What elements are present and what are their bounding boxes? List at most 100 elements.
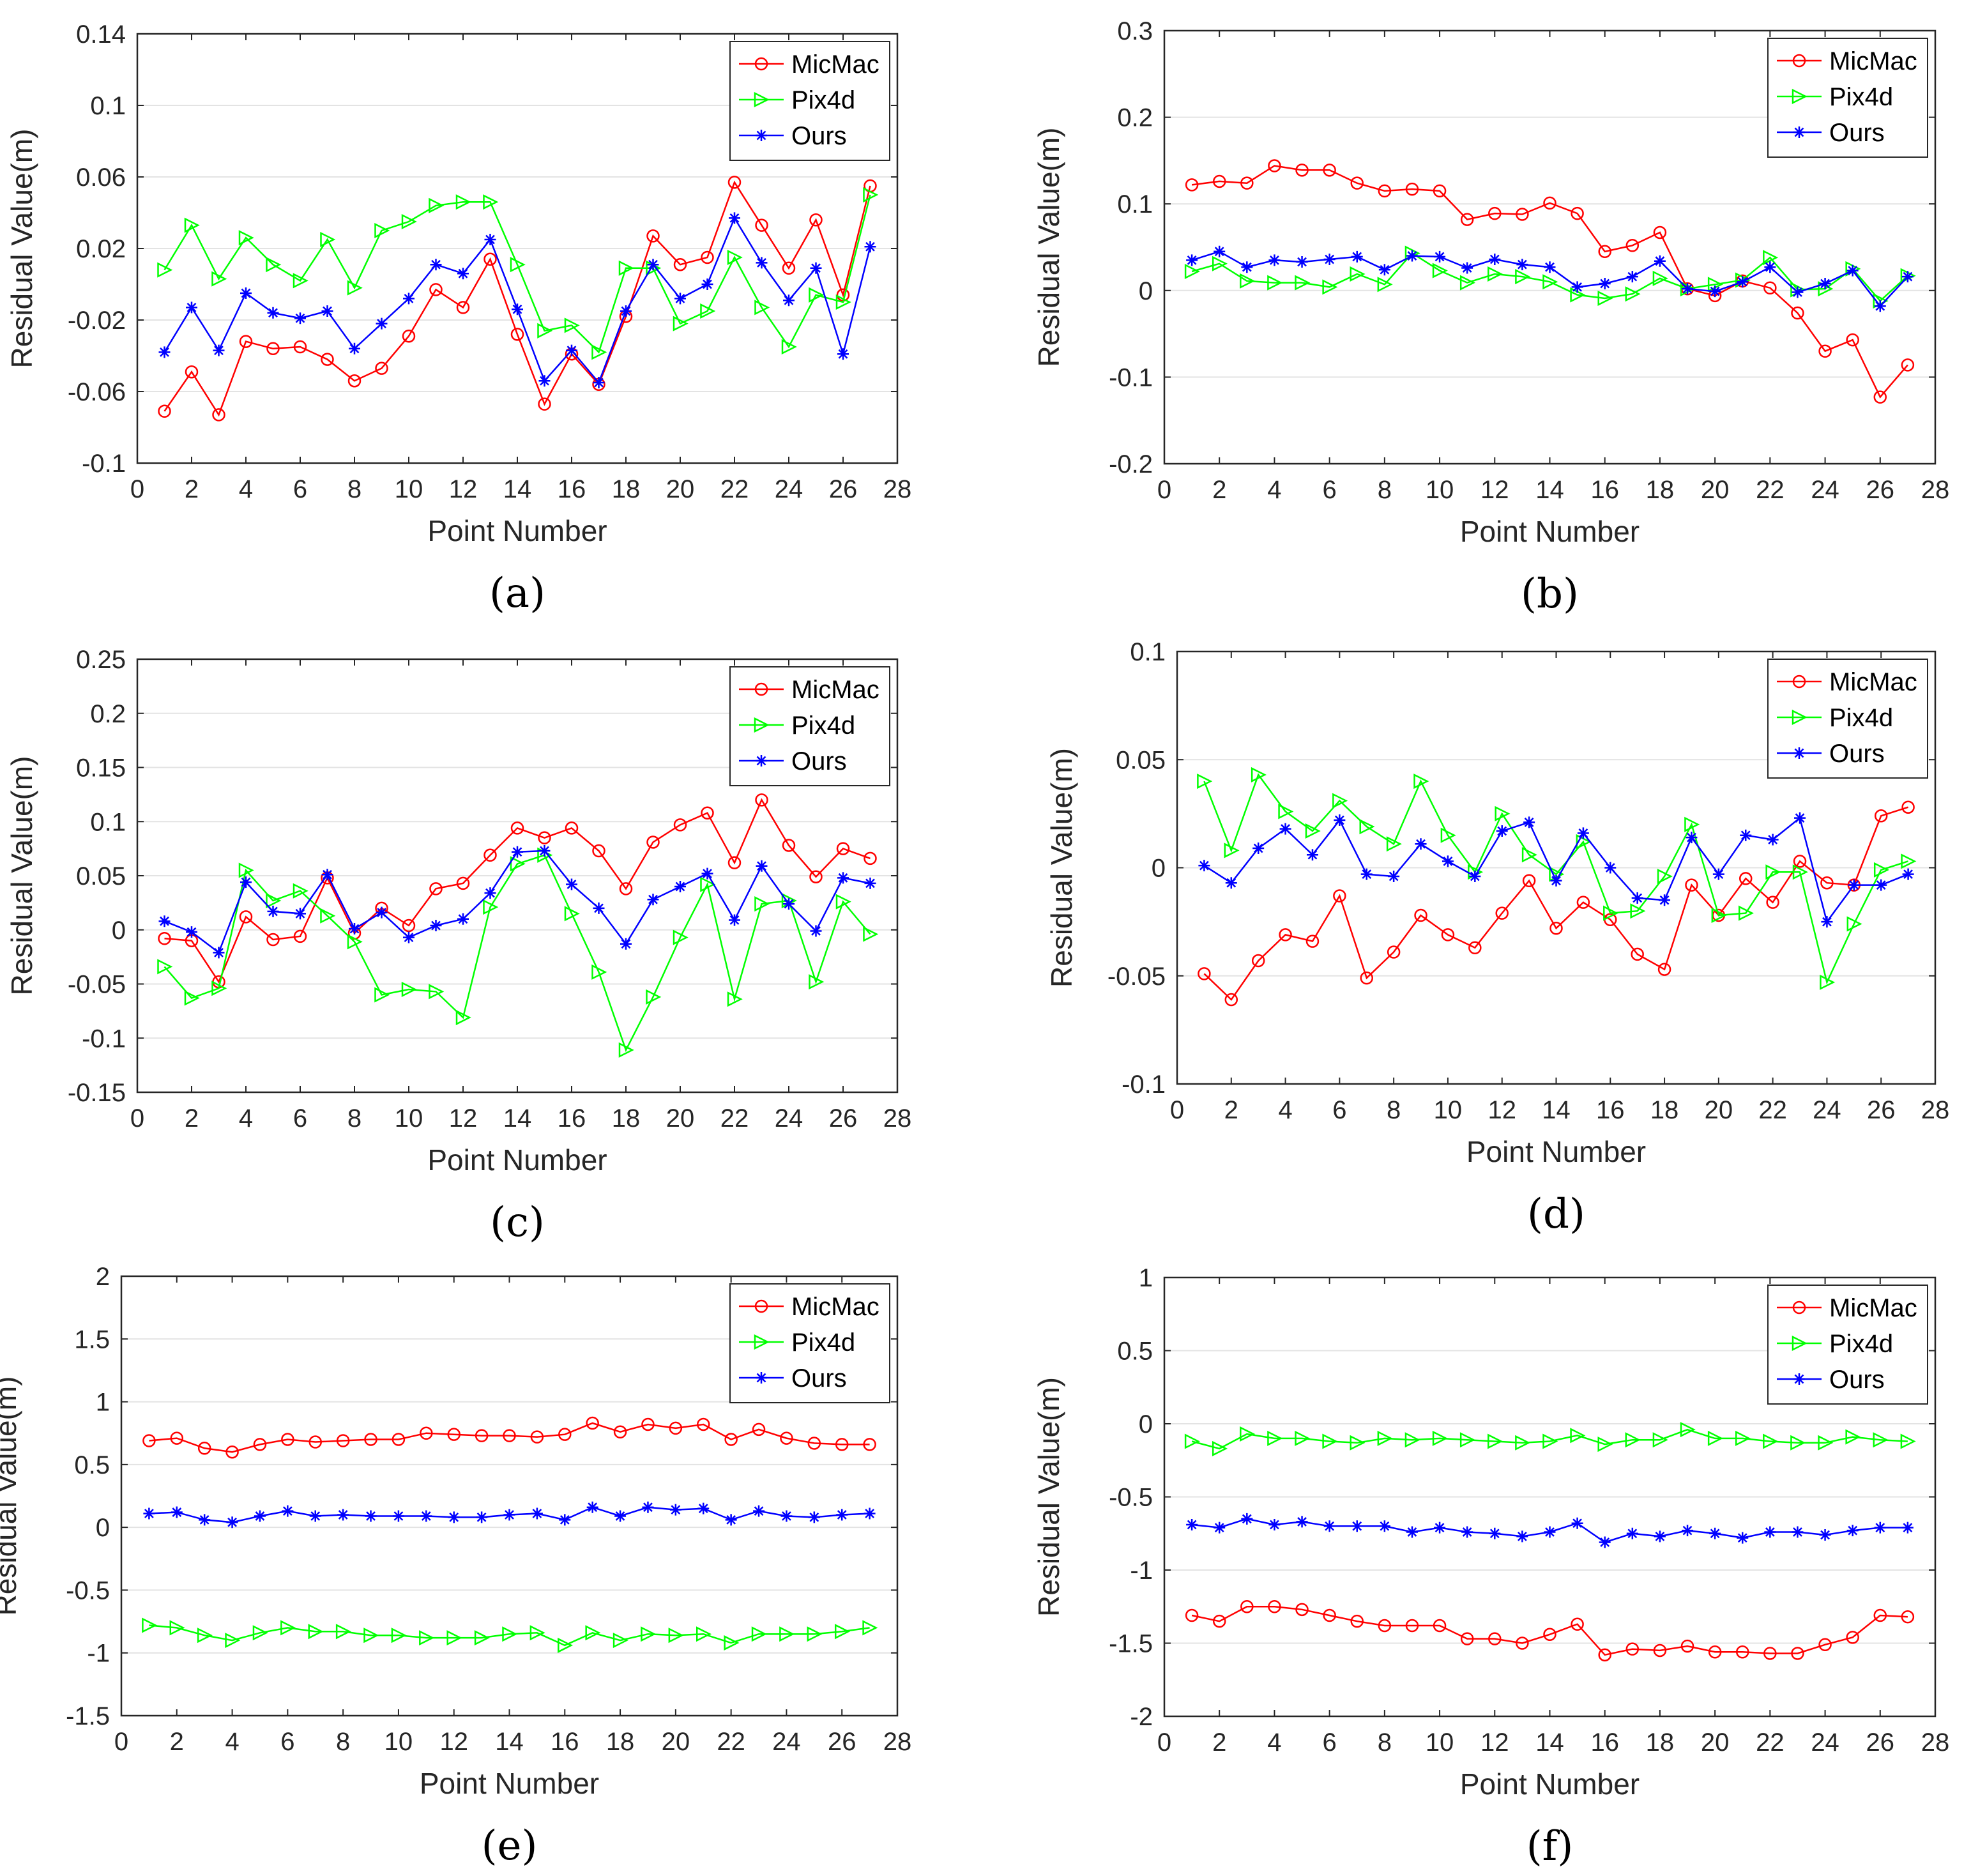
data-point [308, 1435, 322, 1449]
data-point [335, 1624, 351, 1640]
data-point [365, 1510, 377, 1522]
x-tick-label: 0 [1170, 1096, 1184, 1124]
data-point [184, 217, 200, 233]
data-point [755, 793, 768, 807]
legend-label: Ours [1829, 119, 1885, 147]
data-point [239, 910, 253, 924]
data-point [1240, 1600, 1254, 1613]
series-pix4d [157, 847, 879, 1058]
legend-box [729, 41, 890, 161]
x-tick-label: 12 [1480, 1728, 1509, 1757]
data-point [447, 1428, 460, 1441]
x-tick-label: 0 [130, 475, 144, 503]
legend-marker [754, 91, 770, 108]
data-point [1544, 1526, 1556, 1538]
y-tick-label: -0.1 [1122, 1071, 1166, 1099]
x-tick-label: 10 [1426, 1728, 1454, 1757]
legend: MicMac Pix4d Ours [729, 1283, 890, 1403]
data-point [1901, 1521, 1914, 1534]
data-point [1846, 264, 1859, 277]
data-point [1296, 1516, 1308, 1528]
data-point [1440, 827, 1456, 843]
data-point [240, 876, 252, 888]
x-tick-label: 20 [1701, 476, 1730, 504]
data-point [1543, 1628, 1556, 1642]
y-tick-label: 0.1 [90, 92, 126, 120]
legend-marker [754, 1334, 770, 1350]
data-point [1332, 793, 1348, 809]
data-point [1515, 269, 1531, 285]
data-point [591, 344, 607, 360]
data-point [430, 919, 442, 931]
data-point [391, 1628, 407, 1643]
data-point [510, 328, 524, 341]
legend-label: MicMac [791, 1293, 879, 1321]
x-axis-label: Point Number [1466, 1135, 1646, 1168]
data-point [374, 222, 390, 239]
data-point [1295, 164, 1309, 177]
y-tick-label: 0.5 [1117, 1338, 1153, 1366]
data-point [1737, 276, 1749, 288]
data-point [1351, 250, 1363, 263]
data-point [538, 845, 551, 857]
y-tick-label: -0.5 [1109, 1484, 1153, 1512]
x-tick-label: 4 [1278, 1096, 1292, 1124]
data-point [158, 346, 171, 358]
data-point [1432, 1430, 1448, 1446]
data-point [1333, 889, 1346, 903]
data-point [1378, 184, 1392, 198]
panel-label: (b) [1521, 570, 1579, 618]
data-point [1846, 916, 1862, 932]
data-point [1657, 963, 1671, 976]
data-point [483, 194, 499, 210]
x-tick-label: 18 [612, 475, 641, 503]
y-tick-label: 0.15 [76, 754, 126, 782]
data-point [158, 932, 171, 945]
data-point [1388, 871, 1400, 883]
x-tick-label: 8 [347, 475, 361, 503]
x-tick-label: 0 [1157, 1728, 1171, 1757]
data-point [753, 1505, 765, 1517]
data-point [1405, 1619, 1419, 1633]
data-point [1901, 800, 1915, 814]
data-point [1323, 164, 1336, 177]
data-point [724, 1433, 738, 1446]
legend-marker [1793, 747, 1805, 759]
panel-label: (d) [1527, 1191, 1585, 1238]
x-axis-label: Point Number [427, 514, 607, 547]
x-tick-label: 26 [829, 475, 858, 503]
x-tick-label: 16 [558, 475, 586, 503]
data-point [364, 1433, 377, 1446]
data-point [157, 959, 173, 975]
data-point [280, 1620, 296, 1636]
x-tick-label: 18 [606, 1728, 635, 1756]
data-point [320, 908, 336, 924]
data-point [1599, 1536, 1611, 1548]
data-point [252, 1625, 268, 1641]
x-tick-label: 8 [347, 1104, 361, 1132]
y-tick-label: 1.5 [74, 1325, 110, 1354]
y-tick-label: -0.05 [68, 971, 126, 999]
y-axis-label: Residual Value(m) [1045, 748, 1078, 988]
data-point [1873, 862, 1890, 878]
data-point [807, 1626, 823, 1642]
data-point [619, 882, 633, 896]
x-tick-label: 12 [439, 1728, 468, 1756]
x-tick-label: 26 [1866, 1728, 1895, 1757]
data-point [593, 377, 605, 388]
data-point [1241, 261, 1253, 273]
data-point [835, 894, 851, 910]
data-point [810, 925, 822, 937]
data-point [1469, 871, 1481, 883]
data-point [420, 1510, 432, 1522]
data-point [1845, 1429, 1861, 1445]
x-tick-label: 26 [1866, 476, 1895, 504]
data-point [538, 397, 551, 411]
data-point [374, 987, 390, 1003]
data-point [197, 1628, 213, 1643]
data-point [530, 1430, 544, 1444]
data-point [1488, 1433, 1503, 1449]
data-point [186, 926, 197, 938]
series-ours [1198, 812, 1914, 928]
y-tick-label: 0.1 [90, 808, 126, 836]
